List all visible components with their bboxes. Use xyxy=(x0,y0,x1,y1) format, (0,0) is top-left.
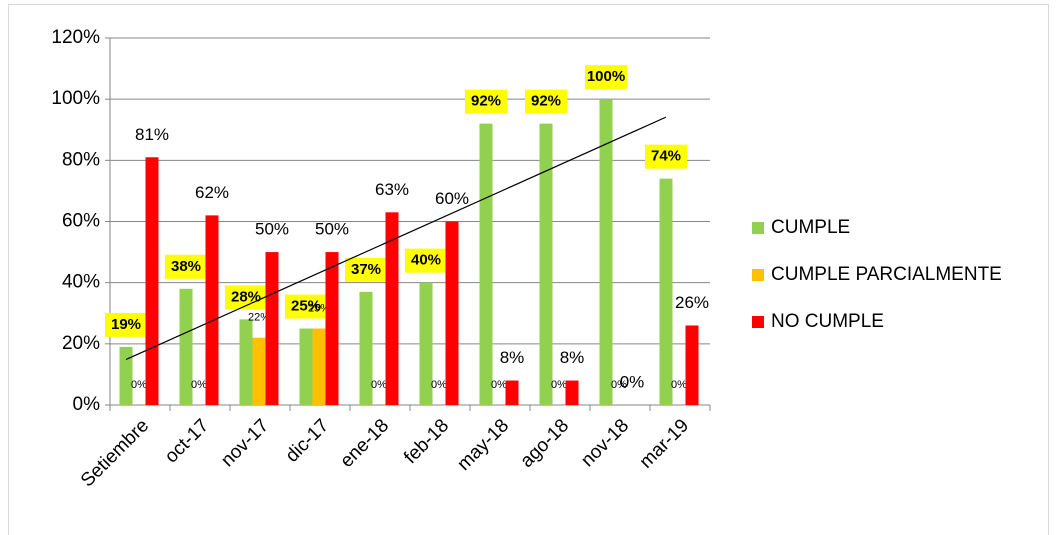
data-label: 0% xyxy=(671,379,687,391)
data-label-box xyxy=(105,312,147,337)
data-label: 81% xyxy=(135,125,169,144)
data-label: 0% xyxy=(371,379,387,391)
bar xyxy=(205,215,219,405)
data-label: 0% xyxy=(491,379,507,391)
bar xyxy=(565,380,579,405)
bar xyxy=(659,178,673,405)
y-tick-label: 0% xyxy=(73,394,101,415)
data-label: 25% xyxy=(308,302,330,314)
chart-border xyxy=(8,4,1049,535)
data-label: 37% xyxy=(351,261,381,278)
bar xyxy=(239,319,253,405)
bar xyxy=(445,221,459,405)
data-label: 50% xyxy=(315,220,349,239)
data-label: 0% xyxy=(611,379,627,391)
bar xyxy=(145,157,159,405)
legend-swatch xyxy=(752,269,764,281)
data-label: 100% xyxy=(587,68,625,85)
bar xyxy=(539,123,553,405)
y-tick-label: 40% xyxy=(62,272,100,293)
legend-label: CUMPLE xyxy=(771,217,850,238)
data-label: 0% xyxy=(620,372,645,391)
data-label: 92% xyxy=(531,93,561,110)
trendline xyxy=(125,116,667,361)
data-label-box xyxy=(525,89,567,114)
x-tick-label: may-18 xyxy=(453,415,513,475)
data-label: 0% xyxy=(131,379,147,391)
bar xyxy=(479,123,493,405)
data-label: 92% xyxy=(471,93,501,110)
data-label-box xyxy=(165,254,207,279)
bar xyxy=(325,252,339,405)
bar xyxy=(385,212,399,405)
bar xyxy=(312,328,326,405)
data-label: 74% xyxy=(651,148,681,165)
bar xyxy=(685,325,699,405)
x-tick-label: nov-17 xyxy=(217,415,273,471)
data-label: 38% xyxy=(171,258,201,275)
data-label-box xyxy=(585,65,627,90)
bar xyxy=(265,252,279,405)
data-label-box xyxy=(465,89,507,114)
bar xyxy=(599,99,613,406)
x-tick-label: oct-17 xyxy=(161,415,213,467)
legend-swatch xyxy=(752,316,764,328)
x-tick-label: dic-17 xyxy=(282,415,333,466)
data-label: 0% xyxy=(191,379,207,391)
data-label: 0% xyxy=(431,379,447,391)
data-label: 8% xyxy=(500,348,525,367)
legend-label: NO CUMPLE xyxy=(771,311,884,332)
data-label: 19% xyxy=(111,316,141,333)
data-label: 8% xyxy=(560,348,585,367)
data-label: 28% xyxy=(231,288,261,305)
bar xyxy=(359,291,373,405)
bar xyxy=(252,337,266,405)
y-tick-label: 80% xyxy=(62,149,100,170)
x-tick-label: mar-19 xyxy=(636,415,693,472)
bar xyxy=(419,282,433,405)
legend-swatch xyxy=(752,222,764,234)
data-label-box xyxy=(285,294,327,319)
data-label: 0% xyxy=(551,379,567,391)
x-tick-label: ene-18 xyxy=(336,415,393,472)
data-label: 40% xyxy=(411,252,441,269)
data-label-box xyxy=(405,248,447,273)
y-tick-label: 120% xyxy=(51,27,100,48)
y-tick-label: 20% xyxy=(62,333,100,354)
bar xyxy=(119,346,133,405)
x-tick-label: feb-18 xyxy=(400,415,453,468)
data-label: 60% xyxy=(435,189,469,208)
x-tick-label: nov-18 xyxy=(577,415,633,471)
bar xyxy=(179,288,193,405)
y-tick-label: 100% xyxy=(51,88,100,109)
data-label: 50% xyxy=(255,220,289,239)
data-label: 26% xyxy=(675,293,709,312)
bar xyxy=(505,380,519,405)
data-label-box xyxy=(345,257,387,282)
x-tick-label: Setiembre xyxy=(77,415,153,491)
data-label: 63% xyxy=(375,180,409,199)
data-label: 22% xyxy=(248,312,270,324)
x-tick-label: ago-18 xyxy=(516,415,573,472)
y-tick-label: 60% xyxy=(62,211,100,232)
data-label: 25% xyxy=(291,298,321,315)
data-label: 62% xyxy=(195,183,229,202)
bar xyxy=(299,328,313,405)
data-label-box xyxy=(645,144,687,169)
legend-label: CUMPLE PARCIALMENTE xyxy=(771,264,1002,285)
